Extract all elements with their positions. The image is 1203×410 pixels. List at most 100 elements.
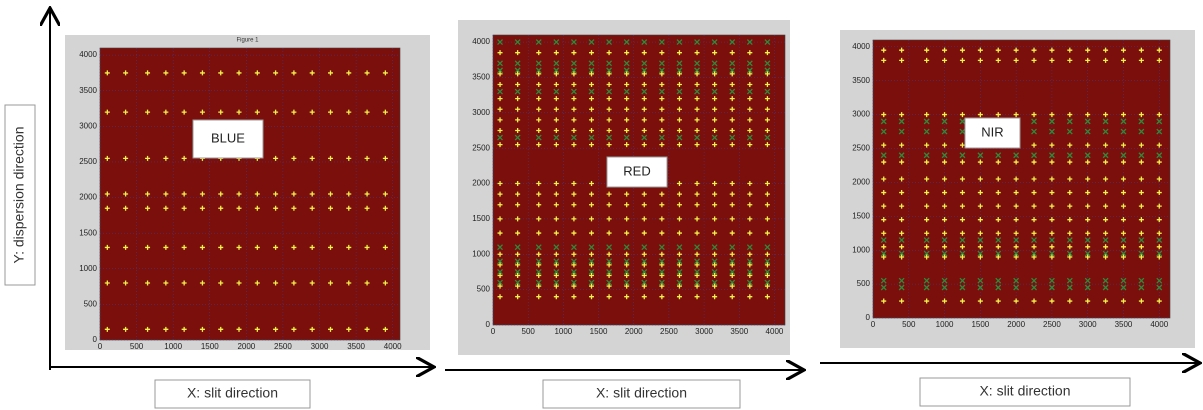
point <box>995 159 1001 165</box>
point <box>899 217 905 223</box>
point <box>1138 112 1144 118</box>
point <box>924 142 930 148</box>
point <box>659 251 665 257</box>
point <box>746 279 753 286</box>
point <box>659 272 665 278</box>
point <box>571 117 577 123</box>
point <box>536 230 542 236</box>
point <box>746 88 753 95</box>
point <box>535 39 542 46</box>
point <box>181 109 187 115</box>
point <box>624 71 630 77</box>
point <box>898 284 905 291</box>
point <box>536 82 542 88</box>
point <box>309 70 315 76</box>
point <box>995 57 1001 63</box>
point <box>923 128 930 135</box>
point <box>1102 128 1109 135</box>
point <box>899 230 905 236</box>
point <box>1048 277 1055 284</box>
point <box>382 155 388 161</box>
point <box>1066 118 1073 125</box>
point <box>199 205 205 211</box>
point <box>254 244 260 250</box>
point <box>942 159 948 165</box>
point <box>712 142 718 148</box>
point <box>1013 112 1019 118</box>
point <box>553 142 559 148</box>
point <box>959 142 965 148</box>
point <box>1103 244 1109 250</box>
point <box>924 254 930 260</box>
point <box>747 294 753 300</box>
point <box>1120 254 1126 260</box>
point <box>641 106 647 112</box>
point <box>881 203 887 209</box>
point <box>747 181 753 187</box>
point <box>941 250 948 257</box>
x-tick-label: 3500 <box>730 327 748 336</box>
x-tick-label: 4000 <box>766 327 784 336</box>
x-tick-label: 1000 <box>554 327 572 336</box>
point <box>1138 277 1145 284</box>
point <box>236 280 242 286</box>
y-tick-label: 3000 <box>79 121 97 130</box>
point <box>218 326 224 332</box>
point <box>1013 190 1019 196</box>
point <box>606 251 612 257</box>
point <box>641 262 647 268</box>
point <box>1013 230 1019 236</box>
point <box>711 67 718 74</box>
point <box>899 57 905 63</box>
point <box>995 230 1001 236</box>
point <box>623 268 630 275</box>
point <box>1102 152 1109 159</box>
point <box>746 60 753 67</box>
point <box>606 294 612 300</box>
point <box>624 106 630 112</box>
point <box>497 230 503 236</box>
point <box>641 96 647 102</box>
point <box>659 82 665 88</box>
point <box>995 47 1001 53</box>
point <box>589 106 595 112</box>
point <box>729 82 735 88</box>
point <box>977 284 984 291</box>
y-tick-label: 2500 <box>852 144 870 153</box>
point <box>145 244 151 250</box>
point <box>764 294 770 300</box>
y-tick-label: 4000 <box>472 37 490 46</box>
point <box>1103 298 1109 304</box>
x-tick-label: 500 <box>130 342 144 351</box>
point <box>1031 57 1037 63</box>
point <box>553 127 559 133</box>
point <box>641 117 647 123</box>
point <box>764 50 770 56</box>
point <box>977 254 983 260</box>
plot-area <box>99 47 401 341</box>
point <box>898 250 905 257</box>
point <box>606 283 612 289</box>
point <box>623 134 630 141</box>
point <box>1084 118 1091 125</box>
point <box>497 262 503 268</box>
x-tick-label: 500 <box>902 320 916 329</box>
point <box>659 50 665 56</box>
point <box>1138 152 1145 159</box>
point <box>729 50 735 56</box>
point <box>1067 57 1073 63</box>
point <box>497 71 503 77</box>
point <box>123 70 129 76</box>
point <box>1031 298 1037 304</box>
point <box>624 272 630 278</box>
point <box>941 237 948 243</box>
point <box>497 39 503 46</box>
x-tick-label: 1500 <box>201 342 219 351</box>
point <box>924 159 930 165</box>
point <box>514 258 521 265</box>
point <box>712 191 718 197</box>
point <box>764 230 770 236</box>
point <box>273 326 279 332</box>
point <box>571 262 577 268</box>
point <box>1013 159 1019 165</box>
